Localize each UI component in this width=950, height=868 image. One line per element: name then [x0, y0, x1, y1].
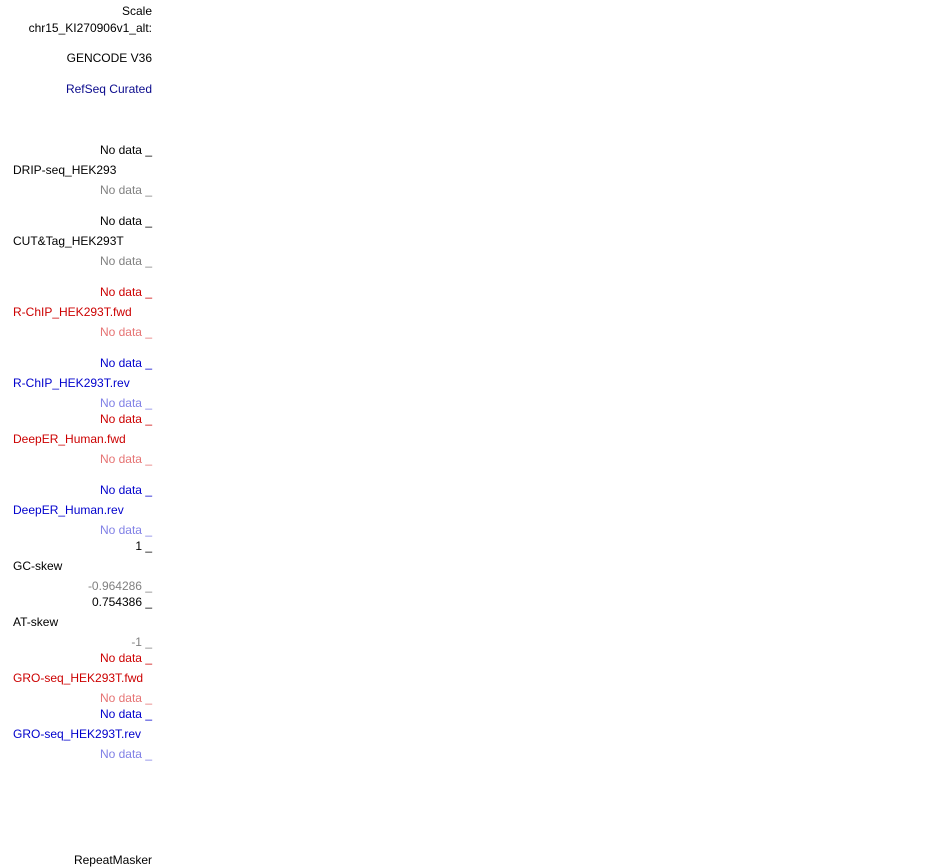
gc-skew-bottom-value: -0.964286 _	[87, 579, 152, 593]
rchip-rev-top-value: No data _	[99, 356, 152, 370]
track-label-groseq-rev[interactable]: GRO-seq_HEK293T.rev	[13, 727, 142, 741]
track-display-area[interactable]	[160, 0, 950, 868]
deeper-fwd-top-value: No data _	[99, 412, 152, 426]
deeper-fwd-bottom-value: No data _	[99, 452, 152, 466]
cuttag-bottom-value: No data _	[99, 254, 152, 268]
groseq-rev-top-value: No data _	[99, 707, 152, 721]
track-label-cut-tag[interactable]: CUT&Tag_HEK293T	[13, 234, 124, 248]
deeper-rev-bottom-value: No data _	[99, 523, 152, 537]
groseq-fwd-bottom-value: No data _	[99, 691, 152, 705]
track-label-gencode[interactable]: GENCODE V36	[66, 51, 152, 65]
track-label-drip-seq[interactable]: DRIP-seq_HEK293	[13, 163, 117, 177]
track-label-repeatmasker[interactable]: RepeatMasker	[73, 853, 152, 867]
groseq-rev-bottom-value: No data _	[99, 747, 152, 761]
track-label-rchip-fwd[interactable]: R-ChIP_HEK293T.fwd	[13, 305, 132, 319]
deeper-rev-top-value: No data _	[99, 483, 152, 497]
track-label-at-skew[interactable]: AT-skew	[13, 615, 59, 629]
cuttag-top-value: No data _	[99, 214, 152, 228]
gc-skew-top-value: 1 _	[135, 539, 152, 553]
scale-label[interactable]: Scale	[121, 4, 152, 18]
track-label-refseq[interactable]: RefSeq Curated	[65, 82, 152, 96]
at-skew-top-value: 0.754386 _	[91, 595, 152, 609]
track-label-deeper-fwd[interactable]: DeepER_Human.fwd	[13, 432, 126, 446]
track-label-deeper-rev[interactable]: DeepER_Human.rev	[13, 503, 124, 517]
track-label-rchip-rev[interactable]: R-ChIP_HEK293T.rev	[13, 376, 130, 390]
rchip-fwd-top-value: No data _	[99, 285, 152, 299]
track-label-gc-skew[interactable]: GC-skew	[13, 559, 63, 573]
rchip-fwd-bottom-value: No data _	[99, 325, 152, 339]
groseq-fwd-top-value: No data _	[99, 651, 152, 665]
at-skew-bottom-value: -1 _	[131, 635, 152, 649]
drip-bottom-value: No data _	[99, 183, 152, 197]
chromosome-label[interactable]: chr15_KI270906v1_alt:	[28, 21, 152, 35]
drip-top-value: No data _	[99, 143, 152, 157]
track-label-groseq-fwd[interactable]: GRO-seq_HEK293T.fwd	[13, 671, 144, 685]
track-label-panel: Scale chr15_KI270906v1_alt: GENCODE V36 …	[0, 0, 160, 868]
rchip-rev-bottom-value: No data _	[99, 396, 152, 410]
